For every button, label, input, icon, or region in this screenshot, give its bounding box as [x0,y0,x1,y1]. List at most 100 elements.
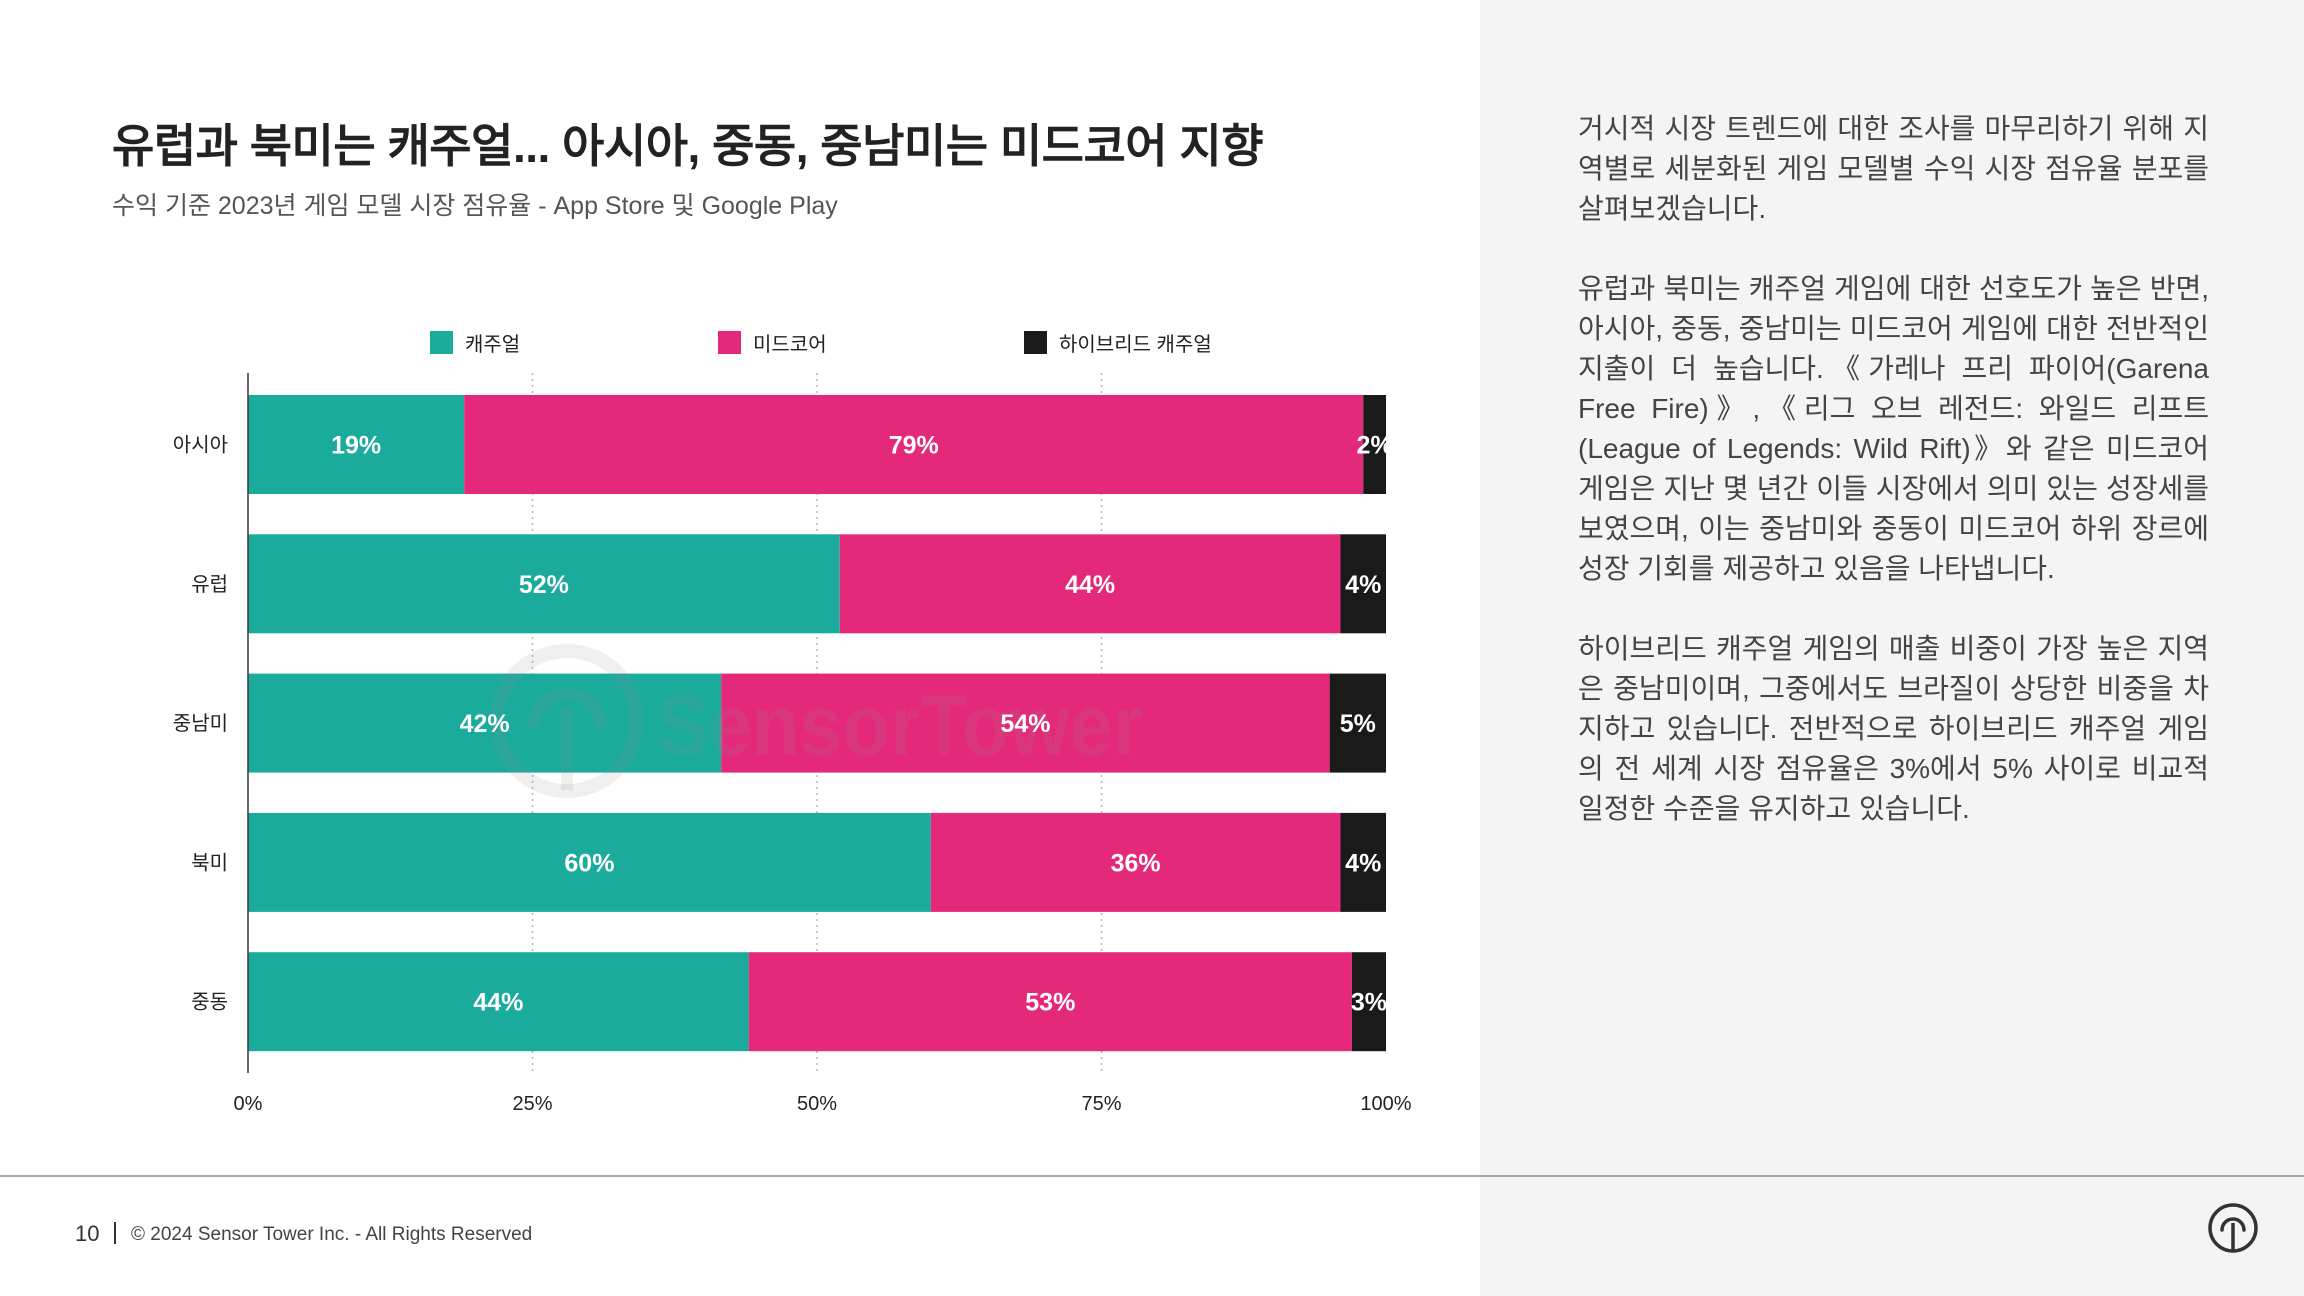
data-label-unit: % [1359,571,1381,599]
commentary-paragraph-1: 거시적 시장 트렌드에 대한 조사를 마무리하기 위해 지역별로 세분화된 게임… [1578,113,2209,224]
data-label-value: 5 [1340,710,1354,738]
bar-row-2-segment-2 [839,534,1341,634]
data-label-unit: % [359,432,381,460]
data-label-value: 52 [519,571,547,599]
data-label-row-5-segment-3: 3% [1351,989,1387,1017]
page-subtitle: 수익 기준 2023년 게임 모델 시장 점유율 - App Store 및 G… [112,192,838,220]
bar-row-1-segment-2 [464,395,1364,494]
bar-row-2-segment-1 [248,534,840,634]
data-label-row-5-segment-2: 53% [1025,989,1075,1017]
data-label-unit: % [592,849,614,877]
bar-row-5-segment-3 [1351,952,1386,1052]
data-label-row-1-segment-3: 2% [1357,432,1393,460]
bar-row-5-segment-2 [748,952,1352,1052]
data-label-value: 60 [564,849,592,877]
category-label-5: 중동 [191,992,228,1014]
data-label-value: 3 [1351,989,1365,1017]
legend-label-midcore: 미드코어 [753,333,827,356]
data-label-unit: % [1365,989,1387,1017]
legend-item-casual: 캐주얼 [430,329,521,356]
commentary-paragraph-2: 유럽과 북미는 캐주얼 게임에 대한 선호도가 높은 반면, 아시아, 중동, … [1578,273,2209,584]
watermark-logo-arc [527,688,607,729]
data-labels: 19% 79% 2%52% 44% 4%42% 54% 5%60% 36% 4%44% 53% 3% [331,432,1393,1017]
data-label-unit: % [1053,989,1075,1017]
sensor-tower-logo-icon [2208,1203,2258,1253]
category-label-3: 중남미 [173,712,228,735]
x-tick-label-2: 25% [512,1093,552,1115]
data-label-unit: % [917,432,939,460]
bar-row-3-segment-2 [721,673,1330,773]
data-label-row-3-segment-1: 42% [460,710,510,738]
bar-row-3-segment-1 [248,673,722,773]
bar-row-1-segment-1 [248,395,465,494]
data-label-row-4-segment-2: 36% [1111,849,1161,877]
data-label-row-5-segment-1: 44% [473,989,523,1017]
data-label-unit: % [1359,849,1381,877]
category-label-4: 북미 [191,851,228,874]
x-tick-label-1: 0% [234,1093,263,1115]
data-label-row-4-segment-3: 4% [1345,849,1381,877]
data-label-unit: % [1370,432,1392,460]
bar-row-4-segment-1 [248,812,931,912]
watermark: SensorTower [490,644,1143,798]
legend-label-casual: 캐주얼 [465,333,521,356]
bar-row-3-segment-3 [1329,673,1386,773]
data-label-value: 44 [473,989,501,1017]
bar-segments [248,395,1386,1052]
legend-swatch-hybrid-casual [1024,330,1047,354]
data-label-value: 36 [1111,849,1139,877]
category-label-1: 아시아 [173,434,228,457]
data-label-value: 53 [1025,989,1053,1017]
data-label-unit: % [1093,571,1115,599]
legend-swatch-casual [430,330,453,354]
commentary-text: 거시적 시장 트렌드에 대한 조사를 마무리하기 위해 지역별로 세분화된 게임… [1578,109,2209,869]
watermark-logo-icon [490,644,644,798]
data-label-unit: % [501,989,523,1017]
x-tick-label-4: 75% [1081,1093,1121,1115]
data-label-unit: % [487,710,509,738]
bar-row-2-segment-3 [1340,534,1386,634]
data-label-row-1-segment-2: 79% [889,432,939,460]
copyright-notice: © 2024 Sensor Tower Inc. - All Rights Re… [131,1224,533,1245]
page-number: 10 [75,1221,100,1246]
bar-row-5-segment-1 [248,952,749,1052]
data-label-value: 79 [889,432,917,460]
bar-row-1-segment-3 [1363,395,1386,494]
footer-divider [0,1175,2304,1177]
legend-swatch-midcore [718,330,741,354]
data-label-unit: % [1354,710,1376,738]
x-tick-label-3: 50% [797,1093,837,1115]
watermark-wordmark: SensorTower [657,678,1143,774]
data-label-row-2-segment-3: 4% [1345,571,1381,599]
data-label-unit: % [1138,849,1160,877]
data-label-row-1-segment-1: 19% [331,432,381,460]
data-label-value: 4 [1345,571,1359,599]
data-label-value: 42 [460,710,488,738]
data-label-row-2-segment-1: 52% [519,571,569,599]
x-tick-label-5: 100% [1360,1093,1411,1115]
bar-row-4-segment-3 [1340,812,1386,912]
legend-item-hybrid-casual: 하이브리드 캐주얼 [1024,329,1212,356]
data-label-unit: % [1028,710,1050,738]
data-label-value: 44 [1065,571,1093,599]
footer-separator [114,1222,116,1244]
legend-item-midcore: 미드코어 [718,329,827,356]
bar-row-4-segment-2 [930,812,1341,912]
data-label-value: 4 [1345,849,1359,877]
data-label-value: 2 [1357,432,1371,460]
commentary-paragraph-3: 하이브리드 캐주얼 게임의 매출 비중이 가장 높은 지역은 중남미이며, 그중… [1578,633,2209,824]
data-label-value: 19 [331,432,359,460]
data-label-row-2-segment-2: 44% [1065,571,1115,599]
right-text-panel [1480,0,2304,1296]
data-label-unit: % [547,571,569,599]
data-label-row-3-segment-3: 5% [1340,710,1376,738]
data-label-row-3-segment-2: 54% [1000,710,1050,738]
data-label-row-4-segment-1: 60% [564,849,614,877]
page-title: 유럽과 북미는 캐주얼... 아시아, 중동, 중남미는 미드코어 지향 [112,120,1264,172]
x-tick-labels: 0% 25% 50% 75% 100% [234,1093,1412,1115]
data-label-value: 54 [1000,710,1028,738]
legend-label-hybrid-casual: 하이브리드 캐주얼 [1059,333,1212,356]
category-label-2: 유럽 [191,573,228,596]
